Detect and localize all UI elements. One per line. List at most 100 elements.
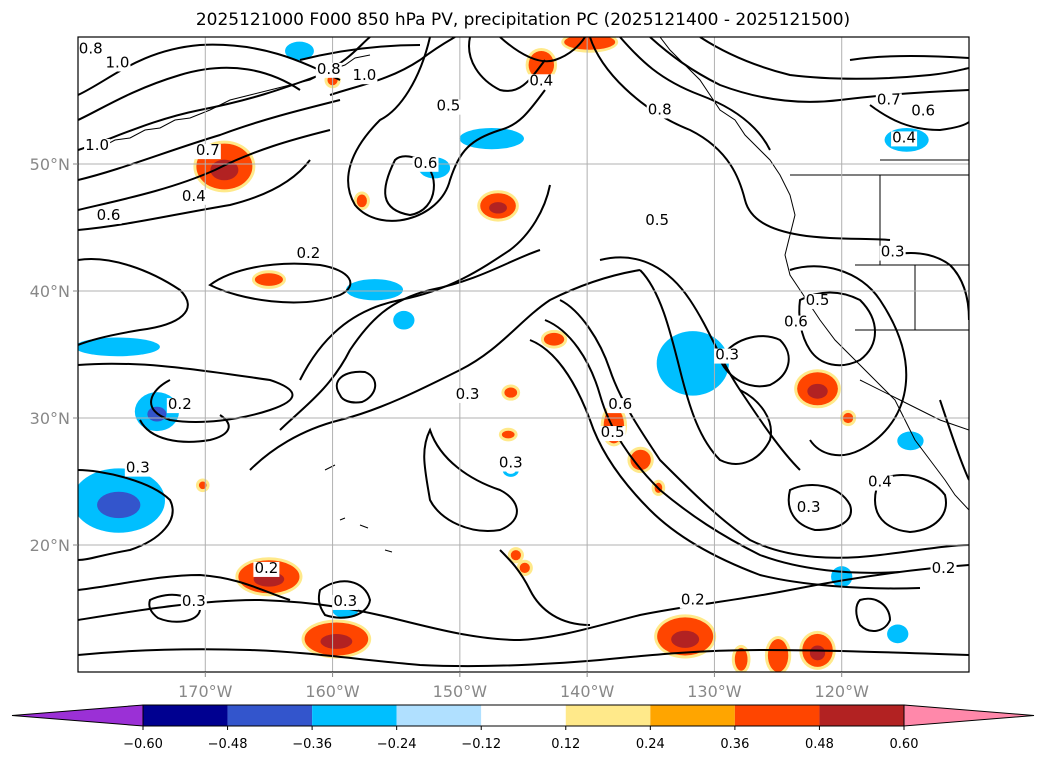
contour-label: 0.6 [97, 206, 121, 224]
colorbar-tick-label: 0.60 [890, 737, 919, 752]
colorbar-tick-label: −0.24 [377, 737, 417, 752]
contour-label-bg [497, 456, 524, 472]
precip-region [764, 635, 792, 672]
contour-label-bg [879, 245, 906, 261]
precip-region [285, 41, 314, 61]
contour-label-bg [166, 398, 193, 414]
precip-region [459, 127, 524, 150]
colorbar: −0.60 −0.48 −0.36 −0.24 −0.12 0.12 0.24 0.36 0.4… [11, 704, 1035, 752]
precip-fill [462, 130, 521, 147]
lat-tick-label: 50°N [30, 155, 70, 174]
precip-fill [900, 434, 921, 448]
colorbar-tick-label: 0.36 [720, 737, 749, 752]
contour-label: 1.0 [85, 136, 109, 154]
contour-label-bg [412, 156, 439, 172]
pv-contours [78, 37, 969, 668]
colorbar-tick-label: −0.12 [461, 737, 501, 752]
colorbar-tick-label: 0.12 [551, 737, 580, 752]
precip-core [671, 630, 700, 648]
contour-label-bg [315, 62, 342, 78]
precip-region [887, 624, 909, 644]
precip-fill [504, 387, 518, 398]
contour-label: 0.5 [436, 97, 460, 115]
lon-tick-label: 130°W [687, 682, 742, 701]
precip-core [807, 383, 828, 399]
contour-label-bg [714, 348, 741, 364]
precip-region [654, 614, 717, 659]
contour-label: 0.3 [499, 454, 523, 472]
precip-region [794, 369, 841, 409]
contour-label: 0.2 [932, 559, 956, 577]
colorbar-extend-max [903, 704, 1035, 727]
precip-core [320, 634, 353, 649]
contour-label: 0.6 [608, 395, 632, 413]
colorbar-segment [650, 705, 735, 726]
contour-label-bg [180, 189, 207, 205]
precip-region [627, 446, 654, 474]
precip-region [393, 310, 415, 330]
lat-tick-label: 20°N [30, 536, 70, 555]
contour-label: 0.4 [182, 187, 206, 205]
precip-region [507, 547, 524, 564]
contour-label-bg [454, 387, 481, 403]
contour-label-bg [332, 594, 359, 610]
precip-core [809, 645, 826, 661]
contour-label: 0.3 [333, 592, 357, 610]
contour-label: 0.6 [784, 313, 808, 331]
precip-fill [630, 449, 651, 471]
contour-label: 0.8 [648, 100, 672, 118]
longitude-ticks: 170°W 160°W 150°W 140°W 130°W 120°W [178, 672, 869, 701]
contour-label-bg [78, 42, 104, 58]
contour-label: 1.0 [352, 66, 376, 84]
contour-label: 0.6 [414, 154, 438, 172]
colorbar-segment [396, 705, 482, 726]
precip-region [731, 644, 751, 672]
colorbar-tick-label: −0.48 [208, 737, 248, 752]
contour-label: 0.3 [456, 385, 480, 403]
precip-fill [543, 332, 565, 346]
precip-region [516, 559, 533, 576]
latitude-ticks: 50°N 40°N 30°N 20°N [30, 155, 78, 555]
lon-tick-label: 140°W [560, 682, 615, 701]
precip-region [353, 191, 370, 211]
precip-region [195, 478, 210, 493]
contour-label: 0.7 [196, 141, 220, 159]
precip-region [301, 619, 372, 659]
lon-tick-label: 150°W [433, 682, 488, 701]
contour-label-bg [930, 561, 957, 577]
precip-fill [349, 282, 401, 298]
contour-label: 0.3 [182, 592, 206, 610]
precip-fill [519, 562, 530, 573]
colorbar-segment [143, 705, 228, 726]
colorbar-tick-label: −0.36 [292, 737, 332, 752]
colorbar-segment [565, 705, 651, 726]
contour-label-bg [804, 293, 831, 309]
contour-label: 0.2 [681, 591, 705, 609]
contour-label: 0.4 [529, 71, 553, 89]
precip-region [501, 384, 521, 401]
contour-label: 0.8 [79, 40, 103, 58]
precip-core [97, 491, 141, 519]
contour-label: 0.2 [296, 244, 320, 262]
contour-label: 0.5 [601, 423, 625, 441]
precip-fill [890, 627, 906, 641]
contour-label: 0.5 [645, 211, 669, 229]
plot-title: 2025121000 F000 850 hPa PV, precipitatio… [196, 10, 850, 30]
precip-region [561, 37, 619, 53]
precip-fill [510, 550, 521, 561]
lon-tick-label: 120°W [815, 682, 870, 701]
contour-label: 0.3 [715, 346, 739, 364]
precip-region [498, 427, 518, 442]
contour-label-bg [679, 593, 706, 609]
precip-fill [198, 481, 207, 490]
contour-label-bg [607, 398, 634, 414]
colorbar-segment [734, 705, 820, 726]
contour-label-bg [599, 426, 626, 442]
contour-label-bg [180, 594, 207, 610]
lon-tick-label: 160°W [305, 682, 360, 701]
colorbar-segment [481, 705, 566, 726]
precip-fill [356, 194, 367, 208]
contour-label: 0.4 [892, 128, 916, 146]
colorbar-tick-label: 0.48 [805, 737, 834, 752]
